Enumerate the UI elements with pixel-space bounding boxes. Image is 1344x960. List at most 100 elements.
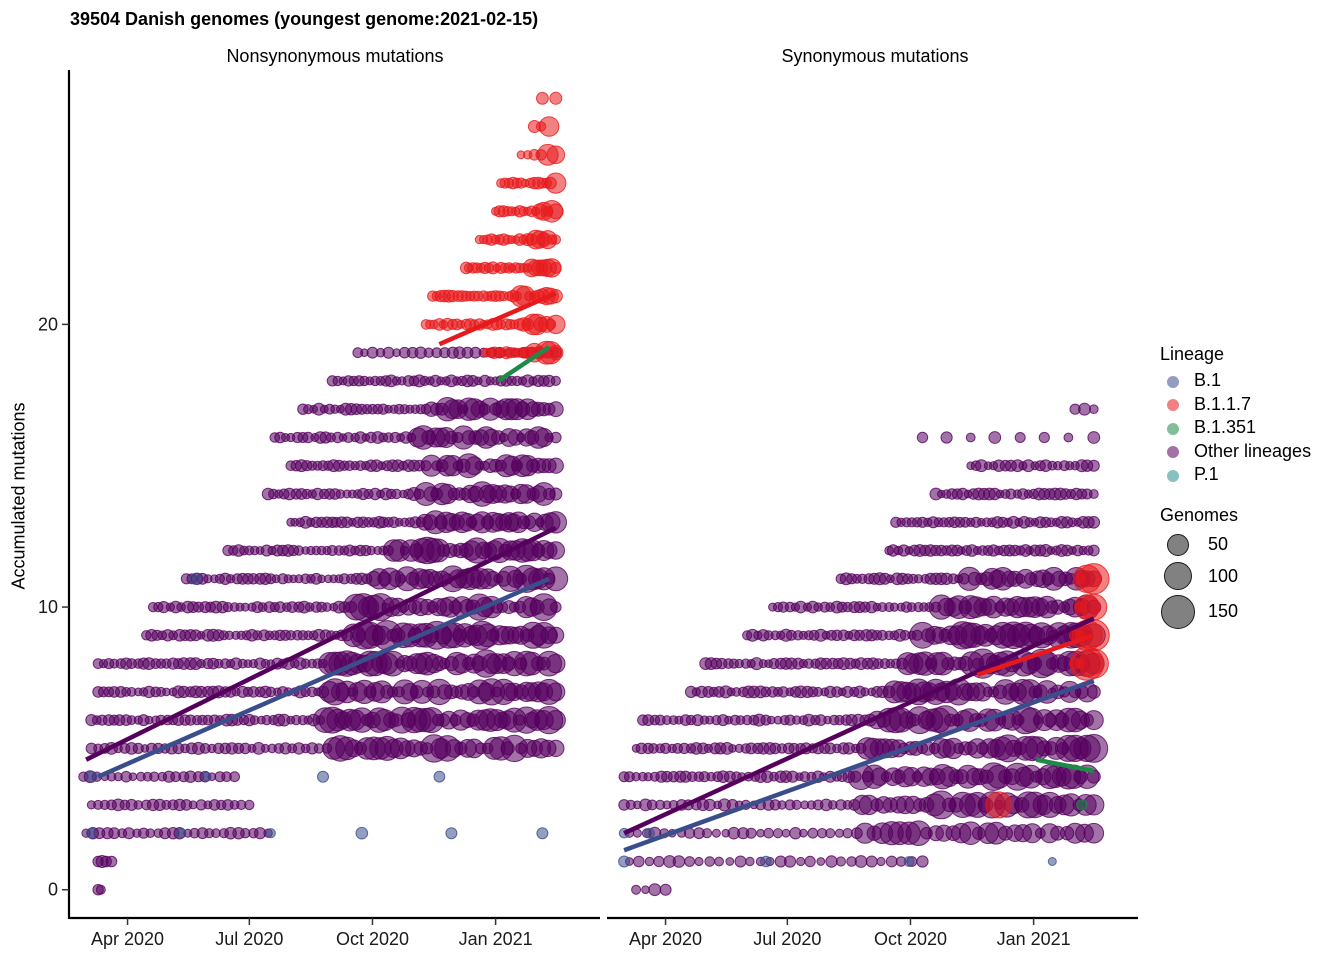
- data-point: [854, 855, 868, 868]
- legend-size-circle: [1160, 533, 1196, 556]
- legend-size-label: 150: [1208, 601, 1239, 621]
- data-point: [965, 432, 976, 443]
- legend-item: P.1: [1160, 463, 1311, 487]
- legend-size-label: 50: [1208, 534, 1229, 554]
- trend-line: [623, 616, 1095, 836]
- trend-line: [85, 525, 557, 762]
- data-point: [1078, 563, 1110, 595]
- data-point: [1078, 648, 1109, 679]
- data-point: [618, 855, 631, 868]
- data-point: [95, 884, 106, 895]
- legend-swatch: [1160, 439, 1184, 463]
- data-point: [1063, 432, 1074, 443]
- x-tick-label: Jul 2020: [215, 929, 283, 949]
- data-point: [653, 855, 665, 868]
- data-point: [842, 828, 853, 839]
- data-point: [86, 827, 97, 839]
- data-point: [825, 855, 838, 868]
- data-point: [903, 856, 915, 867]
- data-point: [648, 883, 662, 897]
- data-point: [549, 262, 562, 274]
- data-point: [672, 855, 686, 868]
- data-point: [772, 828, 784, 839]
- data-point: [538, 116, 560, 137]
- data-point: [546, 682, 566, 702]
- data-point: [201, 771, 212, 782]
- x-tick-label: Apr 2020: [629, 929, 702, 949]
- legend: Lineage B.1 B.1.1.7 B.1.351 Other lineages P…: [1160, 344, 1311, 631]
- panel-nonsynonymous: [78, 91, 569, 896]
- y-tick-label: 10: [38, 597, 58, 617]
- data-point: [547, 626, 565, 644]
- axes: Apr 2020 Jul 2020 Oct 2020 Jan 2021 Apr 2020…: [38, 70, 1138, 949]
- legend-label: Other lineages: [1194, 440, 1312, 461]
- x-tick-label: Jul 2020: [753, 929, 821, 949]
- data-point: [546, 653, 566, 674]
- data-point: [834, 828, 845, 838]
- legend-size-list: 50 100 150: [1160, 530, 1311, 631]
- data-point: [796, 856, 806, 867]
- data-point: [1079, 734, 1109, 763]
- data-point: [631, 884, 642, 895]
- data-point: [545, 710, 566, 731]
- data-point: [549, 487, 563, 501]
- data-point: [265, 828, 276, 839]
- trend-line: [623, 678, 1095, 853]
- legend-lineage-list: B.1 B.1.1.7 B.1.351 Other lineages P.1: [1160, 369, 1311, 487]
- data-point: [659, 883, 672, 896]
- data-point: [550, 234, 561, 245]
- legend-swatch: [1160, 369, 1184, 393]
- data-point: [835, 856, 847, 867]
- data-point: [760, 855, 772, 868]
- y-tick-label: 0: [48, 880, 58, 900]
- data-point: [684, 856, 695, 867]
- data-point: [734, 855, 747, 868]
- legend-item: B.1: [1160, 369, 1311, 393]
- data-point: [714, 856, 724, 867]
- data-point: [1086, 684, 1101, 699]
- data-point: [145, 828, 156, 839]
- legend-size-circle: [1160, 562, 1196, 590]
- data-point: [1038, 431, 1050, 444]
- panel-synonymous: [618, 402, 1110, 897]
- data-point: [644, 856, 655, 867]
- data-point: [550, 375, 561, 386]
- legend-label: B.1.1.7: [1194, 393, 1252, 414]
- data-point: [644, 827, 655, 839]
- data-point: [763, 827, 774, 839]
- data-point: [1080, 593, 1108, 621]
- data-point: [1087, 544, 1100, 557]
- legend-size-circle: [1160, 594, 1196, 629]
- data-point: [641, 885, 650, 895]
- data-point: [916, 855, 929, 868]
- trend-line: [97, 576, 551, 779]
- legend-size-item: 100: [1160, 560, 1311, 593]
- data-point: [1014, 432, 1026, 443]
- data-point: [783, 855, 797, 868]
- data-point: [550, 601, 562, 613]
- data-point: [694, 856, 704, 867]
- data-point: [550, 431, 562, 444]
- legend-item: Other lineages: [1160, 440, 1311, 464]
- data-point: [1087, 459, 1100, 472]
- data-point: [244, 799, 255, 811]
- data-point: [725, 857, 735, 866]
- data-point: [1087, 516, 1101, 529]
- legend-swatch: [1160, 416, 1184, 440]
- legend-item: B.1.351: [1160, 416, 1311, 440]
- data-point: [745, 827, 757, 839]
- x-tick-label: Jan 2021: [997, 929, 1071, 949]
- data-point: [781, 828, 791, 838]
- trend-line: [976, 633, 1095, 678]
- legend-label: B.1: [1194, 370, 1222, 391]
- legend-size-item: 50: [1160, 530, 1311, 560]
- data-point: [189, 572, 202, 585]
- data-point: [175, 827, 187, 839]
- legend-item: B.1.1.7: [1160, 393, 1311, 417]
- data-point: [804, 855, 816, 868]
- data-point: [545, 172, 567, 194]
- data-point: [547, 739, 565, 758]
- x-tick-label: Oct 2020: [336, 929, 409, 949]
- data-point: [816, 857, 826, 866]
